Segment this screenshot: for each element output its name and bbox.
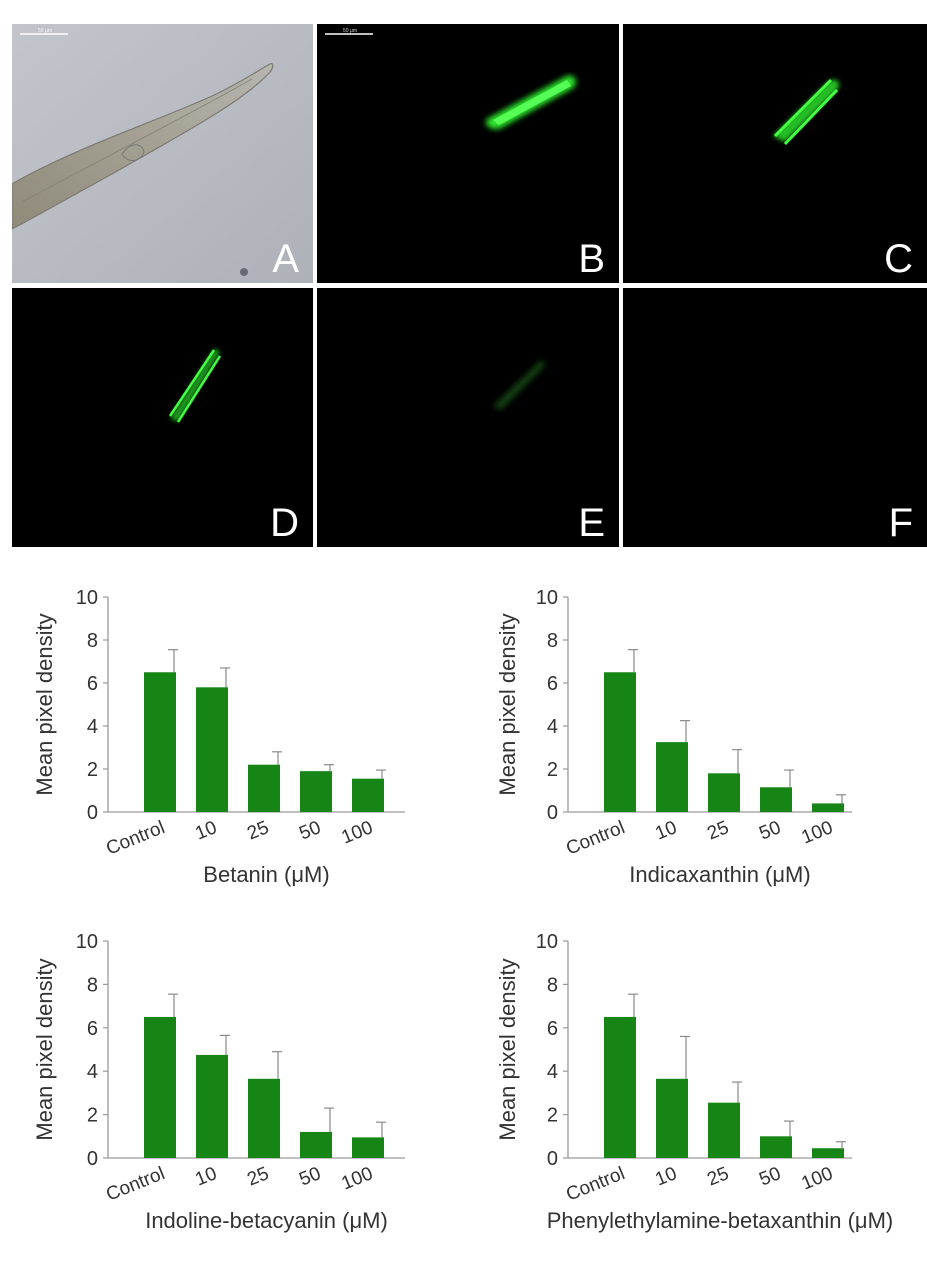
y-tick-label: 8	[547, 974, 558, 996]
x-axis-label: Indicaxanthin (μM)	[629, 862, 810, 887]
panel-d: D	[12, 288, 313, 547]
panel-b: 50 µm B	[317, 24, 619, 283]
panel-label-d: D	[270, 501, 299, 545]
x-tick-label: 50	[756, 817, 783, 844]
y-tick-label: 8	[87, 630, 98, 652]
y-tick-label: 8	[87, 974, 98, 996]
fluorescence-image-e	[493, 360, 545, 410]
panel-f: F	[623, 288, 927, 547]
bar	[196, 1054, 228, 1158]
panel-a: 50 µm A	[12, 24, 313, 283]
bar	[248, 1078, 280, 1158]
x-tick-label: Control	[103, 1163, 168, 1205]
y-tick-label: 0	[547, 802, 558, 824]
micrograph-grid: 50 µm A 50 µm B C	[12, 24, 927, 548]
x-tick-label: 100	[339, 1163, 376, 1194]
panel-label-e: E	[578, 501, 605, 545]
bar	[604, 1016, 636, 1158]
bar	[760, 787, 792, 812]
y-tick-label: 6	[87, 1018, 98, 1040]
y-axis-label: Mean pixel density	[495, 613, 520, 795]
scale-bar-label: 50 µm	[38, 28, 52, 34]
nematode-brightfield-image	[12, 24, 313, 283]
bar	[812, 803, 844, 812]
bar	[812, 1148, 844, 1158]
y-tick-label: 10	[536, 587, 558, 609]
bar	[196, 687, 228, 812]
panel-label-a: A	[272, 237, 299, 281]
x-tick-label: 25	[244, 817, 271, 844]
bar	[352, 778, 384, 812]
x-tick-label: 50	[756, 1163, 783, 1190]
y-tick-label: 2	[547, 1105, 558, 1127]
bar	[144, 1016, 176, 1158]
x-tick-label: 10	[192, 1163, 219, 1190]
y-tick-label: 4	[87, 716, 98, 738]
y-tick-label: 2	[87, 1105, 98, 1127]
x-tick-label: 25	[244, 1163, 271, 1190]
panel-label-c: C	[884, 237, 913, 281]
x-tick-label: 25	[704, 817, 731, 844]
x-axis-label: Indoline-betacyanin (μM)	[145, 1208, 388, 1233]
panel-label-b: B	[578, 237, 605, 281]
scale-bar-label: 50 µm	[343, 28, 357, 34]
y-tick-label: 10	[76, 587, 98, 609]
bar	[144, 672, 176, 812]
y-tick-label: 4	[87, 1061, 98, 1083]
fluorescence-image-c	[773, 78, 840, 146]
panel-c: C	[623, 24, 927, 283]
x-tick-label: Control	[563, 817, 628, 859]
bar	[300, 1131, 332, 1158]
x-tick-label: 100	[339, 817, 376, 848]
y-axis-label: Mean pixel density	[32, 613, 57, 795]
y-tick-label: 10	[76, 931, 98, 953]
x-tick-label: 50	[296, 1163, 323, 1190]
y-tick-label: 0	[87, 1148, 98, 1170]
y-tick-label: 4	[547, 716, 558, 738]
bar	[656, 1078, 688, 1158]
y-tick-label: 4	[547, 1061, 558, 1083]
y-tick-label: 8	[547, 630, 558, 652]
fluorescence-image-d	[168, 349, 222, 423]
x-axis-label: Betanin (μM)	[203, 862, 329, 887]
fluorescence-image-b	[325, 33, 576, 130]
y-tick-label: 0	[87, 802, 98, 824]
y-axis-label: Mean pixel density	[32, 958, 57, 1140]
x-tick-label: 25	[704, 1163, 731, 1190]
bar	[300, 771, 332, 812]
panel-label-f: F	[888, 501, 913, 545]
x-tick-label: 100	[799, 817, 836, 848]
x-tick-label: 10	[652, 817, 679, 844]
bar	[760, 1136, 792, 1158]
y-tick-label: 2	[547, 759, 558, 781]
y-tick-label: 6	[547, 673, 558, 695]
x-tick-label: 10	[652, 1163, 679, 1190]
x-tick-label: Control	[563, 1163, 628, 1205]
y-axis-label: Mean pixel density	[495, 958, 520, 1140]
bar	[708, 773, 740, 812]
panel-e: E	[317, 288, 619, 547]
y-tick-label: 0	[547, 1148, 558, 1170]
bar	[708, 1102, 740, 1158]
x-tick-label: Control	[103, 817, 168, 859]
bar	[604, 672, 636, 812]
y-tick-label: 6	[547, 1018, 558, 1040]
x-tick-label: 50	[296, 817, 323, 844]
x-tick-label: 100	[799, 1163, 836, 1194]
y-tick-label: 10	[536, 931, 558, 953]
bar	[248, 764, 280, 812]
x-axis-label: Phenylethylamine-betaxanthin (μM)	[547, 1208, 894, 1233]
y-tick-label: 2	[87, 759, 98, 781]
x-tick-label: 10	[192, 817, 219, 844]
bar	[656, 742, 688, 812]
bar	[352, 1137, 384, 1158]
y-tick-label: 6	[87, 673, 98, 695]
